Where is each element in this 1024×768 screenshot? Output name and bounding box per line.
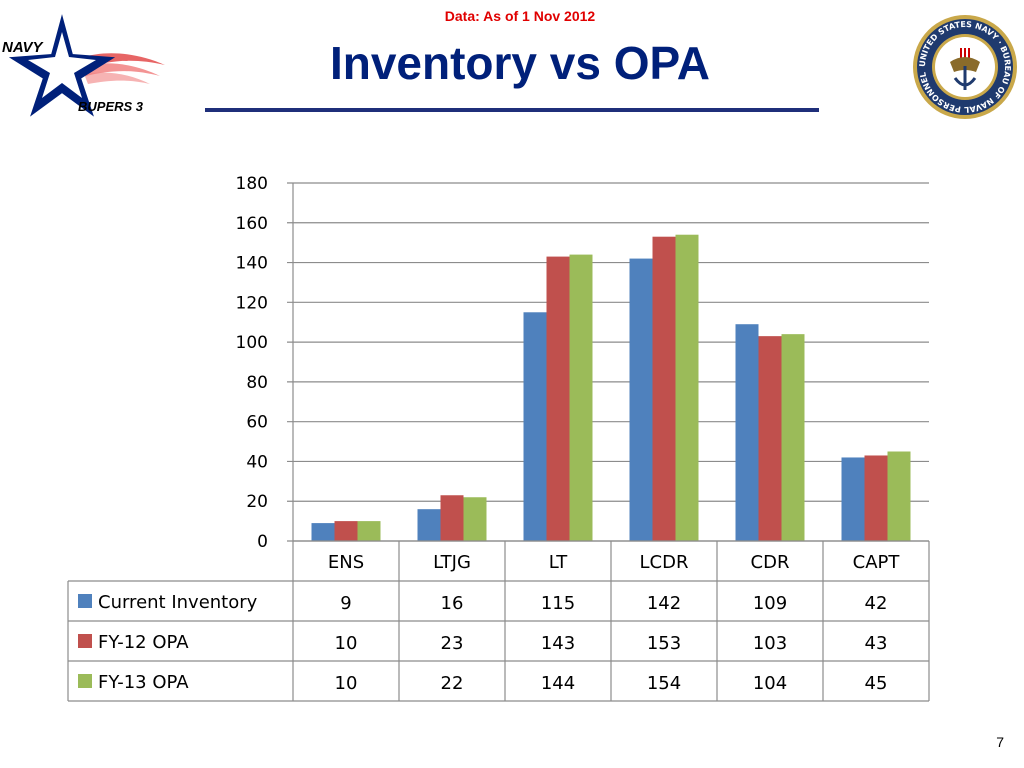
bar — [652, 236, 676, 541]
logo-text-navy: NAVY — [2, 39, 45, 56]
bureau-of-naval-personnel-seal: UNITED STATES NAVY · BUREAU OF NAVAL PER… — [910, 12, 1020, 122]
data-date-note: Data: As of 1 Nov 2012 — [444, 8, 596, 24]
y-tick-label: 60 — [246, 413, 268, 433]
y-tick-label: 40 — [246, 452, 268, 472]
bar — [864, 455, 888, 541]
legend-label: Current Inventory — [98, 592, 258, 613]
bar — [357, 521, 381, 541]
table-cell: 23 — [441, 633, 464, 654]
logo-text-bupers: BUPERS 3 — [78, 99, 144, 114]
table-cell: 142 — [647, 593, 681, 614]
table-cell: 9 — [340, 593, 351, 614]
category-label: LTJG — [433, 552, 471, 573]
bar — [781, 334, 805, 541]
bar — [569, 254, 593, 541]
table-cell: 45 — [865, 673, 888, 694]
data-table: ENS LTJG LT LCDR CDR CAPT Current Inventory 9 16… — [67, 540, 930, 702]
bar-layer — [311, 234, 911, 541]
table-cell: 115 — [541, 593, 575, 614]
table-cell: 144 — [541, 673, 575, 694]
table-cell: 10 — [335, 633, 358, 654]
legend-swatch — [78, 594, 92, 608]
table-cell: 104 — [753, 673, 787, 694]
table-cell: 16 — [441, 593, 464, 614]
y-tick-label: 120 — [236, 293, 268, 313]
bar — [463, 497, 487, 541]
bar — [523, 312, 547, 541]
legend-label: FY-12 OPA — [98, 632, 189, 653]
y-tick-label: 160 — [236, 214, 268, 234]
bar — [546, 256, 570, 541]
category-label: CDR — [751, 552, 790, 573]
table-cell: 43 — [865, 633, 888, 654]
grid-layer: 0 20 40 60 80 100 120 140 160 180 — [236, 174, 929, 552]
category-label: ENS — [328, 552, 364, 573]
bar — [417, 509, 441, 541]
page-number: 7 — [996, 734, 1004, 750]
y-tick-label: 140 — [236, 254, 268, 274]
title-underline — [205, 108, 819, 112]
table-cell: 109 — [753, 593, 787, 614]
bar — [735, 324, 759, 541]
bar — [758, 336, 782, 541]
y-tick-label: 80 — [246, 373, 268, 393]
legend-label: FY-13 OPA — [98, 672, 189, 693]
table-cell: 103 — [753, 633, 787, 654]
category-label: CAPT — [853, 552, 901, 573]
table-cell: 22 — [441, 673, 464, 694]
navy-bupers-logo: NAVY BUPERS 3 — [0, 10, 175, 120]
table-cell: 154 — [647, 673, 681, 694]
bar — [675, 234, 699, 541]
category-label: LT — [549, 552, 569, 573]
bar — [334, 521, 358, 541]
bar — [629, 258, 653, 541]
table-cell: 143 — [541, 633, 575, 654]
page-title: Inventory vs OPA — [329, 37, 711, 89]
bar — [440, 495, 464, 541]
table-cell: 10 — [335, 673, 358, 694]
y-tick-label: 0 — [257, 532, 268, 552]
y-tick-label: 100 — [236, 333, 268, 353]
y-tick-label: 180 — [236, 174, 268, 194]
legend-swatch — [78, 674, 92, 688]
bar — [887, 451, 911, 541]
bar — [841, 457, 865, 541]
legend-swatch — [78, 634, 92, 648]
category-label: LCDR — [640, 552, 689, 573]
table-cell: 42 — [865, 593, 888, 614]
bar — [311, 523, 335, 541]
table-cell: 153 — [647, 633, 681, 654]
y-tick-label: 20 — [246, 492, 268, 512]
